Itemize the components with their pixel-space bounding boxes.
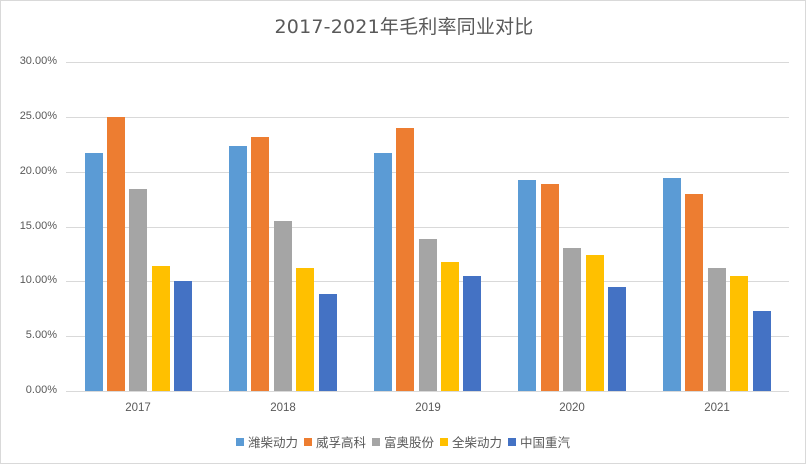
bar xyxy=(396,128,414,391)
legend-swatch-icon xyxy=(371,437,380,446)
bar xyxy=(107,117,125,391)
bar xyxy=(753,311,771,391)
bar xyxy=(608,287,626,391)
legend-label: 富奥股份 xyxy=(383,435,434,450)
bar xyxy=(518,180,536,391)
x-tick-label: 2019 xyxy=(415,402,441,414)
bar xyxy=(541,184,559,391)
bar xyxy=(563,248,581,391)
gridline xyxy=(66,62,789,63)
bar xyxy=(229,146,247,391)
x-tick-label: 2021 xyxy=(704,402,730,414)
bar xyxy=(152,266,170,391)
bar xyxy=(274,221,292,391)
bar xyxy=(319,294,337,391)
legend-label: 中国重汽 xyxy=(520,435,571,450)
bar xyxy=(251,137,269,391)
legend-item: 中国重汽 xyxy=(508,432,570,451)
y-tick-label: 10.00% xyxy=(19,274,57,286)
legend-swatch-icon xyxy=(235,437,244,446)
bar xyxy=(174,281,192,391)
chart-title: 2017-2021年毛利率同业对比 xyxy=(274,16,534,38)
chart-legend: 潍柴动力 威孚高科 富奥股份 全柴动力 中国重汽 xyxy=(1,432,806,451)
gridline xyxy=(66,117,789,118)
y-tick-label: 0.00% xyxy=(25,384,57,396)
legend-item: 富奥股份 xyxy=(371,432,434,451)
legend-swatch-icon xyxy=(440,437,448,446)
legend-label: 威孚高科 xyxy=(315,435,366,450)
bar xyxy=(374,153,392,391)
y-tick-label: 25.00% xyxy=(19,110,57,122)
y-tick-label: 30.00% xyxy=(19,55,57,67)
x-tick-label: 2020 xyxy=(559,402,585,414)
bar xyxy=(129,189,147,391)
y-tick-label: 5.00% xyxy=(25,329,57,341)
x-tick-label: 2018 xyxy=(270,402,296,414)
bar xyxy=(85,153,103,391)
legend-item: 潍柴动力 xyxy=(235,432,298,451)
gridline xyxy=(66,391,789,392)
bar xyxy=(463,276,481,391)
bar xyxy=(586,255,604,391)
bar xyxy=(708,268,726,391)
legend-label: 全柴动力 xyxy=(452,435,503,450)
legend-swatch-icon xyxy=(508,437,517,446)
legend-item: 全柴动力 xyxy=(440,432,502,451)
bar xyxy=(296,268,314,391)
bar xyxy=(730,276,748,391)
legend-swatch-icon xyxy=(303,437,312,446)
x-tick-label: 2017 xyxy=(125,402,151,414)
legend-item: 威孚高科 xyxy=(303,432,366,451)
y-tick-label: 20.00% xyxy=(19,165,57,177)
gridline xyxy=(66,172,789,173)
legend-label: 潍柴动力 xyxy=(247,435,298,450)
y-tick-label: 15.00% xyxy=(19,220,57,232)
bar xyxy=(441,262,459,391)
gridline xyxy=(66,227,789,228)
bar xyxy=(419,239,437,391)
bar xyxy=(685,194,703,391)
bar xyxy=(663,178,681,391)
